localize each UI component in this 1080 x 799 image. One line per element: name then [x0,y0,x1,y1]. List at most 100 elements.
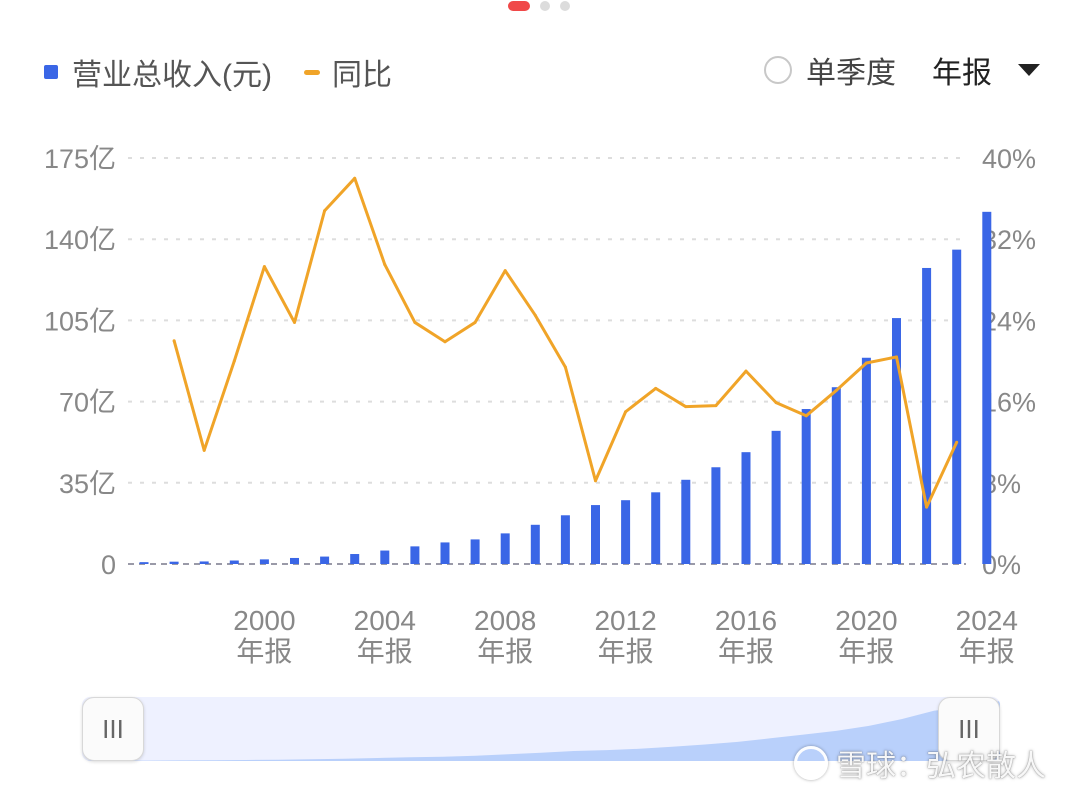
revenue-bar [229,560,239,564]
line-legend-swatch-icon [303,69,320,75]
x-tick-year: 2000 [233,605,295,636]
yoy-point [684,405,688,409]
revenue-bar [350,554,360,564]
slider-handle-left[interactable]: III [82,697,144,761]
yoy-point [624,410,628,414]
y-left-tick-label: 175亿 [44,144,116,174]
x-tick-period: 年报 [598,636,654,667]
yoy-point [804,414,808,418]
yoy-point [594,479,597,483]
x-tick-year: 2020 [835,605,897,636]
x-tick-period: 年报 [959,636,1015,667]
y-right-tick-label: 40% [982,144,1036,174]
yoy-point [533,313,537,317]
x-tick-period: 年报 [718,636,774,667]
revenue-bar [591,505,600,564]
revenue-bar [741,452,751,564]
x-tick-year: 2008 [474,605,536,636]
revenue-bar [470,539,480,564]
revenue-bar [169,561,179,564]
revenue-bar [922,267,932,564]
yoy-point [503,269,507,273]
revenue-bar [139,562,149,564]
revenue-bar [380,550,390,564]
yoy-point [262,265,266,269]
revenue-bar [530,524,540,564]
revenue-bar [320,556,330,564]
slider-handle-right[interactable]: III [938,697,1000,761]
yoy-point [955,440,959,444]
slider-preview-area [82,701,1000,761]
yoy-point [202,448,206,452]
y-left-tick-label: 35亿 [59,469,116,499]
chart-legend: 营业总收入(元) 同比 [44,50,392,94]
revenue-bar [681,479,691,564]
x-tick-year: 2004 [354,605,416,636]
revenue-bar [500,533,510,564]
yoy-point [353,176,357,180]
page-dot-active[interactable] [508,1,530,11]
bar-legend-swatch-icon [44,65,58,79]
yoy-point [383,263,387,267]
revenue-bar [290,557,299,564]
revenue-bar [982,211,992,564]
yoy-point [172,339,176,343]
revenue-bar [199,561,209,564]
x-tick-year: 2016 [715,605,777,636]
x-tick-period: 年报 [477,636,533,667]
xueqiu-logo-icon [794,746,828,780]
yoy-point [323,209,327,213]
range-slider[interactable]: III III [82,697,1000,761]
yoy-point [895,355,898,359]
page-indicator[interactable] [508,0,570,12]
x-tick-period: 年报 [357,636,413,667]
y-left-tick-label: 70亿 [59,388,116,418]
yoy-point [232,359,236,363]
quarter-radio-icon[interactable] [764,56,792,84]
caret-down-icon[interactable] [1018,64,1040,76]
slider-track[interactable] [82,697,1000,761]
revenue-bar [892,318,901,564]
yoy-point [413,320,417,324]
revenue-bar [861,357,871,564]
yoy-point [473,320,477,324]
revenue-bar [771,430,781,564]
revenue-bar [410,546,420,564]
x-tick-period: 年报 [236,636,292,667]
revenue-bar [440,542,450,564]
quarter-label[interactable]: 单季度 [806,57,896,90]
yoy-point [925,505,929,509]
yoy-point [864,361,868,365]
yoy-point [774,401,778,405]
yoy-point [443,340,447,344]
grip-icon: III [958,713,980,744]
grip-icon: III [102,713,124,744]
report-type-select[interactable]: 年报 [932,57,992,90]
x-tick-year: 2012 [594,605,656,636]
watermark-text: 雪球：弘农散人 [836,750,1046,783]
revenue-bar [259,559,269,564]
yoy-point [654,386,658,390]
x-tick-period: 年报 [838,636,894,667]
revenue-bar [621,500,631,564]
watermark: 雪球：弘农散人 [794,741,1046,785]
y-left-tick-label: 0 [101,550,116,580]
y-left-tick-label: 140亿 [44,225,116,255]
yoy-point [744,369,748,373]
page-dot[interactable] [560,1,570,11]
page-dot[interactable] [540,1,550,11]
yoy-point [563,365,567,369]
revenue-bar [831,387,841,564]
revenue-bar [560,515,570,564]
x-tick-year: 2024 [956,605,1018,636]
yoy-point [714,404,718,408]
slider-preview [82,701,1000,761]
revenue-bar [651,492,661,564]
bar-legend-label[interactable]: 营业总收入(元) [72,59,272,92]
revenue-bar [711,467,721,564]
y-left-tick-label: 105亿 [44,306,116,336]
revenue-chart: 035亿70亿105亿140亿175亿0%8%16%24%32%40%2000年… [44,144,1036,667]
revenue-bar [952,249,962,564]
line-legend-label[interactable]: 同比 [331,59,392,92]
yoy-point [293,320,296,324]
